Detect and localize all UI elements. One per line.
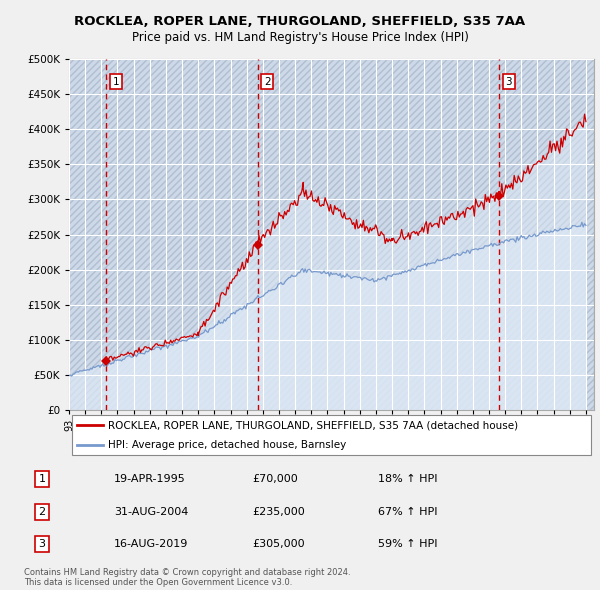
Text: 2: 2 xyxy=(264,77,271,87)
Text: 18% ↑ HPI: 18% ↑ HPI xyxy=(378,474,437,484)
Text: ROCKLEA, ROPER LANE, THURGOLAND, SHEFFIELD, S35 7AA (detached house): ROCKLEA, ROPER LANE, THURGOLAND, SHEFFIE… xyxy=(109,421,518,430)
Text: £305,000: £305,000 xyxy=(252,539,305,549)
Text: 59% ↑ HPI: 59% ↑ HPI xyxy=(378,539,437,549)
Text: £70,000: £70,000 xyxy=(252,474,298,484)
Text: 2: 2 xyxy=(38,507,46,517)
Text: 3: 3 xyxy=(38,539,46,549)
Text: Contains HM Land Registry data © Crown copyright and database right 2024.
This d: Contains HM Land Registry data © Crown c… xyxy=(24,568,350,587)
FancyBboxPatch shape xyxy=(71,415,592,455)
Text: 16-AUG-2019: 16-AUG-2019 xyxy=(114,539,188,549)
Text: Price paid vs. HM Land Registry's House Price Index (HPI): Price paid vs. HM Land Registry's House … xyxy=(131,31,469,44)
Text: 31-AUG-2004: 31-AUG-2004 xyxy=(114,507,188,517)
Text: 19-APR-1995: 19-APR-1995 xyxy=(114,474,186,484)
Text: HPI: Average price, detached house, Barnsley: HPI: Average price, detached house, Barn… xyxy=(109,440,347,450)
Text: £235,000: £235,000 xyxy=(252,507,305,517)
Text: 67% ↑ HPI: 67% ↑ HPI xyxy=(378,507,437,517)
Text: 1: 1 xyxy=(112,77,119,87)
Text: 1: 1 xyxy=(38,474,46,484)
Text: ROCKLEA, ROPER LANE, THURGOLAND, SHEFFIELD, S35 7AA: ROCKLEA, ROPER LANE, THURGOLAND, SHEFFIE… xyxy=(74,15,526,28)
Text: 3: 3 xyxy=(505,77,512,87)
